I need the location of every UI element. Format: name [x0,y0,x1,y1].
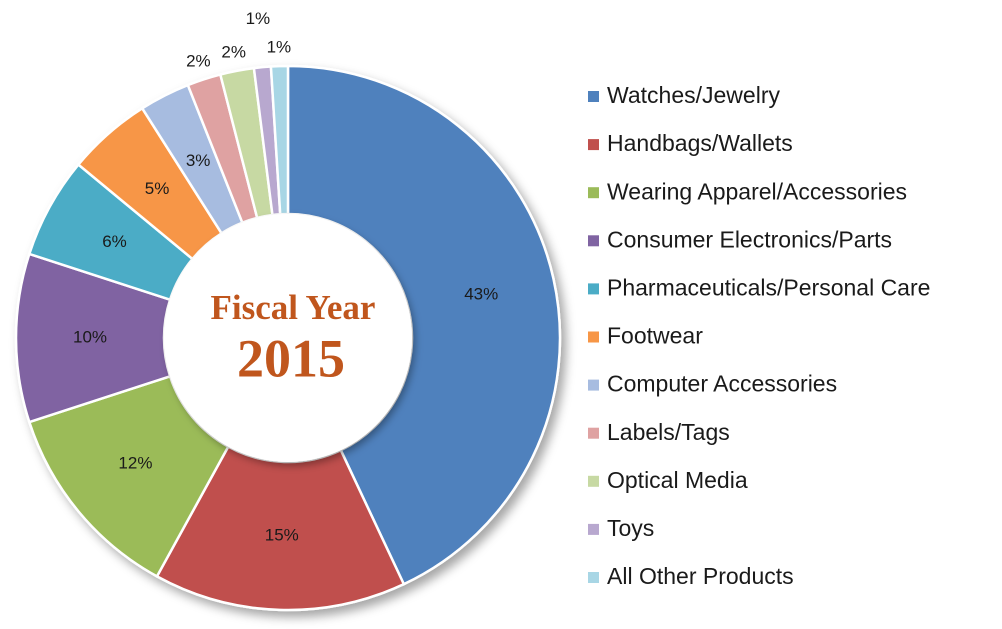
center-subtitle: 2015 [237,328,345,388]
legend-swatch [588,427,599,439]
legend-swatch [588,379,599,391]
data-label: 5% [145,179,170,198]
data-label: 1% [246,9,271,28]
data-label: 2% [186,52,211,71]
legend-label: All Other Products [607,563,794,589]
legend-label: Consumer Electronics/Parts [607,226,892,252]
data-label: 12% [118,454,152,473]
legend-label: Toys [607,515,654,541]
data-label: 43% [464,284,498,303]
legend-swatch [588,475,599,487]
data-label: 10% [73,327,107,346]
data-label: 3% [186,151,211,170]
legend-swatch [588,572,599,583]
legend-label: Handbags/Wallets [607,130,793,156]
legend-swatch [588,331,599,343]
center-title: Fiscal Year [211,288,376,327]
legend-label: Footwear [607,323,703,349]
legend-label: Wearing Apparel/Accessories [607,178,907,204]
data-label: 2% [221,43,246,62]
data-label: 1% [267,38,292,57]
legend-swatch [588,187,599,199]
legend-label: Computer Accessories [607,371,837,397]
legend-swatch [588,283,599,295]
legend-swatch [588,139,599,151]
data-label: 15% [265,525,299,544]
legend-label: Optical Media [607,467,748,493]
legend-label: Pharmaceuticals/Personal Care [607,274,930,300]
legend-label: Labels/Tags [607,419,730,445]
data-label: 6% [102,232,127,251]
legend-label: Watches/Jewelry [607,82,780,108]
legend-swatch [588,523,599,535]
legend-swatch [588,91,599,102]
donut-hole [164,214,412,462]
legend-swatch [588,235,599,247]
